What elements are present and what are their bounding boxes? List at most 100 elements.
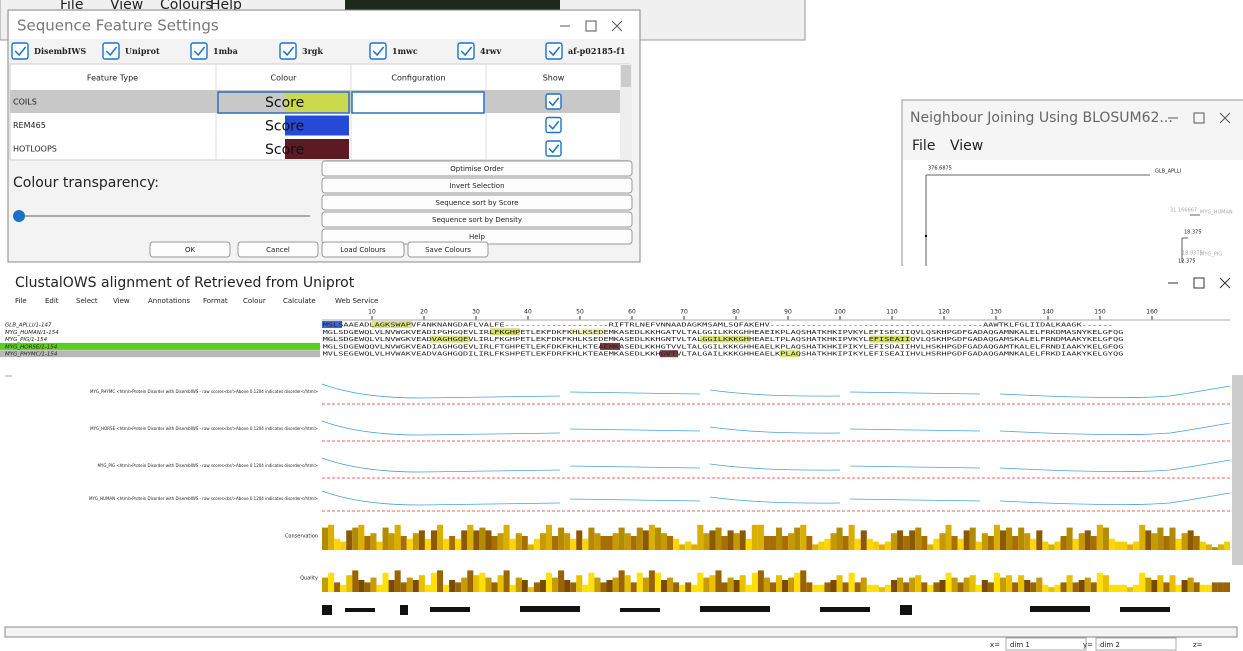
conservation-bar — [491, 536, 497, 550]
tree-label: 376.6875 — [928, 166, 952, 172]
annotation-label: MYG_HUMAN <html>Protein Disorder with Di… — [89, 496, 318, 501]
quality-bar — [794, 573, 800, 592]
configuration-cell[interactable] — [352, 92, 484, 113]
conservation-bar — [1188, 530, 1194, 550]
conservation-bar — [558, 528, 564, 550]
quality-bar — [800, 570, 806, 592]
quality-bar — [1061, 582, 1067, 592]
checkbox[interactable] — [546, 94, 561, 109]
pca-control-label: x= — [990, 641, 1000, 649]
checkbox[interactable] — [12, 43, 28, 59]
quality-bar — [588, 573, 594, 592]
conservation-bar — [588, 528, 594, 550]
conservation-bar — [843, 536, 849, 550]
checkbox[interactable] — [546, 141, 561, 156]
quality-bar — [746, 585, 752, 592]
quality-bar — [1012, 582, 1018, 592]
ruler-label: 40 — [524, 309, 532, 316]
conservation-bar — [576, 530, 582, 550]
menu-item: Edit — [45, 297, 59, 305]
conservation-bar — [885, 542, 891, 550]
quality-bar — [467, 570, 473, 592]
conservation-bar — [879, 544, 885, 550]
quality-bar — [613, 578, 619, 592]
conservation-bar — [364, 536, 370, 550]
checkbox[interactable] — [546, 118, 561, 133]
conservation-bar — [1115, 542, 1121, 550]
ruler-label: 130 — [990, 309, 1002, 316]
conservation-bar — [849, 525, 855, 550]
menu-item: Select — [76, 297, 98, 305]
annotation-label: MYG_PIG <html>Protein Disorder with Dise… — [97, 463, 318, 468]
conservation-bar — [1036, 530, 1042, 550]
sequence-name: MYG_PHYMC/1-154 — [5, 352, 58, 358]
conservation-bar — [594, 533, 600, 550]
quality-bar — [661, 580, 667, 592]
quality-bar — [691, 585, 697, 592]
quality-bar — [473, 575, 479, 592]
quality-bar — [1030, 582, 1036, 592]
button-label: Save Colours — [425, 246, 471, 254]
conservation-bar — [909, 530, 915, 550]
conservation-bar — [1030, 539, 1036, 550]
conservation-bar — [395, 525, 401, 550]
source-label: 1mwc — [392, 46, 418, 56]
quality-bar — [824, 582, 830, 592]
tree-node — [925, 235, 927, 237]
conservation-bar — [1206, 544, 1212, 550]
conservation-bar — [697, 525, 703, 550]
sequence-residues: MGLSDGEWQLVLNVWGKVEADVAGHGQEVLIRLFKGHPET… — [323, 337, 1124, 343]
quality-bar — [734, 580, 740, 592]
feature-type: HOTLOOPS — [13, 145, 57, 154]
conservation-bar — [685, 542, 691, 550]
checkbox[interactable] — [191, 43, 207, 59]
conservation-bar — [667, 536, 673, 550]
checkbox[interactable] — [458, 43, 474, 59]
quality-bar — [988, 582, 994, 592]
quality-bar — [770, 582, 776, 592]
quality-bar — [1139, 573, 1145, 592]
quality-bar — [849, 573, 855, 592]
quality-bar — [607, 580, 613, 592]
conservation-bar — [1169, 528, 1175, 550]
menu-item: View — [113, 297, 130, 305]
quality-bar — [964, 578, 970, 592]
quality-bar — [703, 578, 709, 592]
conservation-bar — [473, 530, 479, 550]
checkbox[interactable] — [546, 43, 562, 59]
sequence-residues: MGLSDGEWQLVLNVWGKVEADIPGHGQEVLIRLFKGHPET… — [323, 330, 1124, 336]
conservation-bar — [715, 528, 721, 550]
conservation-bar — [758, 525, 764, 550]
menu-item: Calculate — [283, 297, 316, 305]
conservation-bar — [958, 539, 964, 550]
quality-bar — [722, 582, 728, 592]
checkbox[interactable] — [280, 43, 296, 59]
checkbox[interactable] — [103, 43, 119, 59]
quality-bar — [431, 573, 437, 592]
slider-thumb[interactable] — [13, 210, 25, 222]
conservation-bar — [752, 525, 758, 550]
sequence-residues: MGLSDGEWQQVLNVWGKVEADIAGHGQEVLIRLFTGHPET… — [323, 344, 1124, 350]
conservation-bar — [824, 539, 830, 550]
quality-bar — [909, 578, 915, 592]
quality-bar — [758, 570, 764, 592]
conservation-bar — [607, 536, 613, 550]
quality-bar — [1036, 578, 1042, 592]
quality-bar — [945, 573, 951, 592]
conservation-bar — [837, 528, 843, 550]
checkbox[interactable] — [370, 43, 386, 59]
conservation-bar — [413, 533, 419, 550]
quality-bar — [939, 580, 945, 592]
source-label: 4rwv — [480, 46, 502, 56]
pca-control-label: dim 2 — [1100, 641, 1120, 649]
source-label: Uniprot — [125, 46, 160, 56]
sequence-residues: MVLSEGEWQLVLHVWAKVEADVAGHGQDILIRLFKSHPET… — [323, 352, 1124, 358]
conservation-bar — [728, 530, 734, 550]
conservation-bar — [485, 530, 491, 550]
quality-bar — [1212, 582, 1218, 592]
conservation-bar — [933, 539, 939, 550]
conservation-bar — [631, 536, 637, 550]
conservation-bar — [352, 528, 358, 550]
quality-bar — [1218, 582, 1224, 592]
quality-bar — [867, 585, 873, 592]
